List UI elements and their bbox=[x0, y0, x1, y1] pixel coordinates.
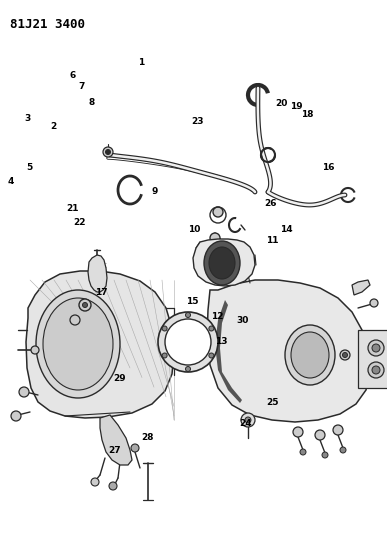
Text: 25: 25 bbox=[266, 398, 279, 407]
Circle shape bbox=[91, 478, 99, 486]
Circle shape bbox=[19, 387, 29, 397]
Ellipse shape bbox=[209, 247, 235, 279]
Circle shape bbox=[165, 319, 211, 365]
Text: 1: 1 bbox=[138, 59, 144, 67]
Text: 13: 13 bbox=[215, 337, 228, 345]
Ellipse shape bbox=[43, 298, 113, 390]
Circle shape bbox=[31, 346, 39, 354]
Circle shape bbox=[162, 353, 167, 358]
Circle shape bbox=[158, 312, 218, 372]
Polygon shape bbox=[26, 271, 174, 418]
Text: 9: 9 bbox=[152, 188, 158, 196]
Circle shape bbox=[340, 447, 346, 453]
Text: 14: 14 bbox=[280, 225, 293, 233]
Polygon shape bbox=[358, 330, 387, 388]
Circle shape bbox=[322, 452, 328, 458]
Text: 7: 7 bbox=[78, 83, 84, 91]
Text: 3: 3 bbox=[25, 114, 31, 123]
Circle shape bbox=[106, 149, 111, 155]
Text: 26: 26 bbox=[265, 199, 277, 208]
Circle shape bbox=[185, 367, 190, 372]
Text: 18: 18 bbox=[301, 110, 314, 119]
Circle shape bbox=[333, 425, 343, 435]
Text: 22: 22 bbox=[73, 219, 86, 227]
Text: 10: 10 bbox=[188, 225, 201, 233]
Circle shape bbox=[79, 299, 91, 311]
Text: 27: 27 bbox=[108, 446, 120, 455]
Circle shape bbox=[103, 147, 113, 157]
Circle shape bbox=[370, 299, 378, 307]
Text: 17: 17 bbox=[96, 288, 108, 296]
Circle shape bbox=[210, 233, 220, 243]
Polygon shape bbox=[100, 415, 132, 465]
Text: 5: 5 bbox=[26, 164, 32, 172]
Circle shape bbox=[372, 344, 380, 352]
Circle shape bbox=[372, 366, 380, 374]
Circle shape bbox=[131, 444, 139, 452]
Circle shape bbox=[162, 326, 167, 331]
Circle shape bbox=[213, 207, 223, 217]
Circle shape bbox=[340, 350, 350, 360]
Polygon shape bbox=[207, 280, 370, 422]
Circle shape bbox=[245, 417, 251, 423]
Text: 20: 20 bbox=[276, 100, 288, 108]
Circle shape bbox=[109, 482, 117, 490]
Text: 81J21 3400: 81J21 3400 bbox=[10, 18, 85, 31]
Text: 15: 15 bbox=[186, 297, 199, 306]
Text: 11: 11 bbox=[266, 237, 278, 245]
Circle shape bbox=[185, 312, 190, 318]
Ellipse shape bbox=[36, 290, 120, 398]
Circle shape bbox=[70, 315, 80, 325]
Ellipse shape bbox=[291, 332, 329, 378]
Polygon shape bbox=[193, 239, 255, 286]
Circle shape bbox=[11, 411, 21, 421]
Text: 2: 2 bbox=[50, 123, 57, 131]
Circle shape bbox=[241, 413, 255, 427]
Circle shape bbox=[368, 340, 384, 356]
Circle shape bbox=[368, 362, 384, 378]
Circle shape bbox=[209, 326, 214, 331]
Circle shape bbox=[82, 303, 87, 308]
Circle shape bbox=[300, 449, 306, 455]
Text: 21: 21 bbox=[67, 205, 79, 213]
Text: 12: 12 bbox=[211, 312, 224, 321]
Text: 6: 6 bbox=[70, 71, 76, 80]
Ellipse shape bbox=[285, 325, 335, 385]
Ellipse shape bbox=[204, 241, 240, 285]
Text: 19: 19 bbox=[290, 102, 303, 111]
Polygon shape bbox=[352, 280, 370, 295]
Circle shape bbox=[342, 352, 348, 358]
Text: 30: 30 bbox=[237, 317, 249, 325]
Polygon shape bbox=[88, 255, 107, 292]
Text: 29: 29 bbox=[114, 374, 126, 383]
Circle shape bbox=[315, 430, 325, 440]
Text: 16: 16 bbox=[322, 164, 334, 172]
Text: 24: 24 bbox=[240, 419, 252, 427]
Text: 23: 23 bbox=[191, 117, 204, 126]
Text: 8: 8 bbox=[89, 98, 95, 107]
Polygon shape bbox=[215, 300, 242, 403]
Text: 4: 4 bbox=[8, 177, 14, 185]
Circle shape bbox=[293, 427, 303, 437]
Text: 28: 28 bbox=[141, 433, 153, 441]
Circle shape bbox=[209, 353, 214, 358]
